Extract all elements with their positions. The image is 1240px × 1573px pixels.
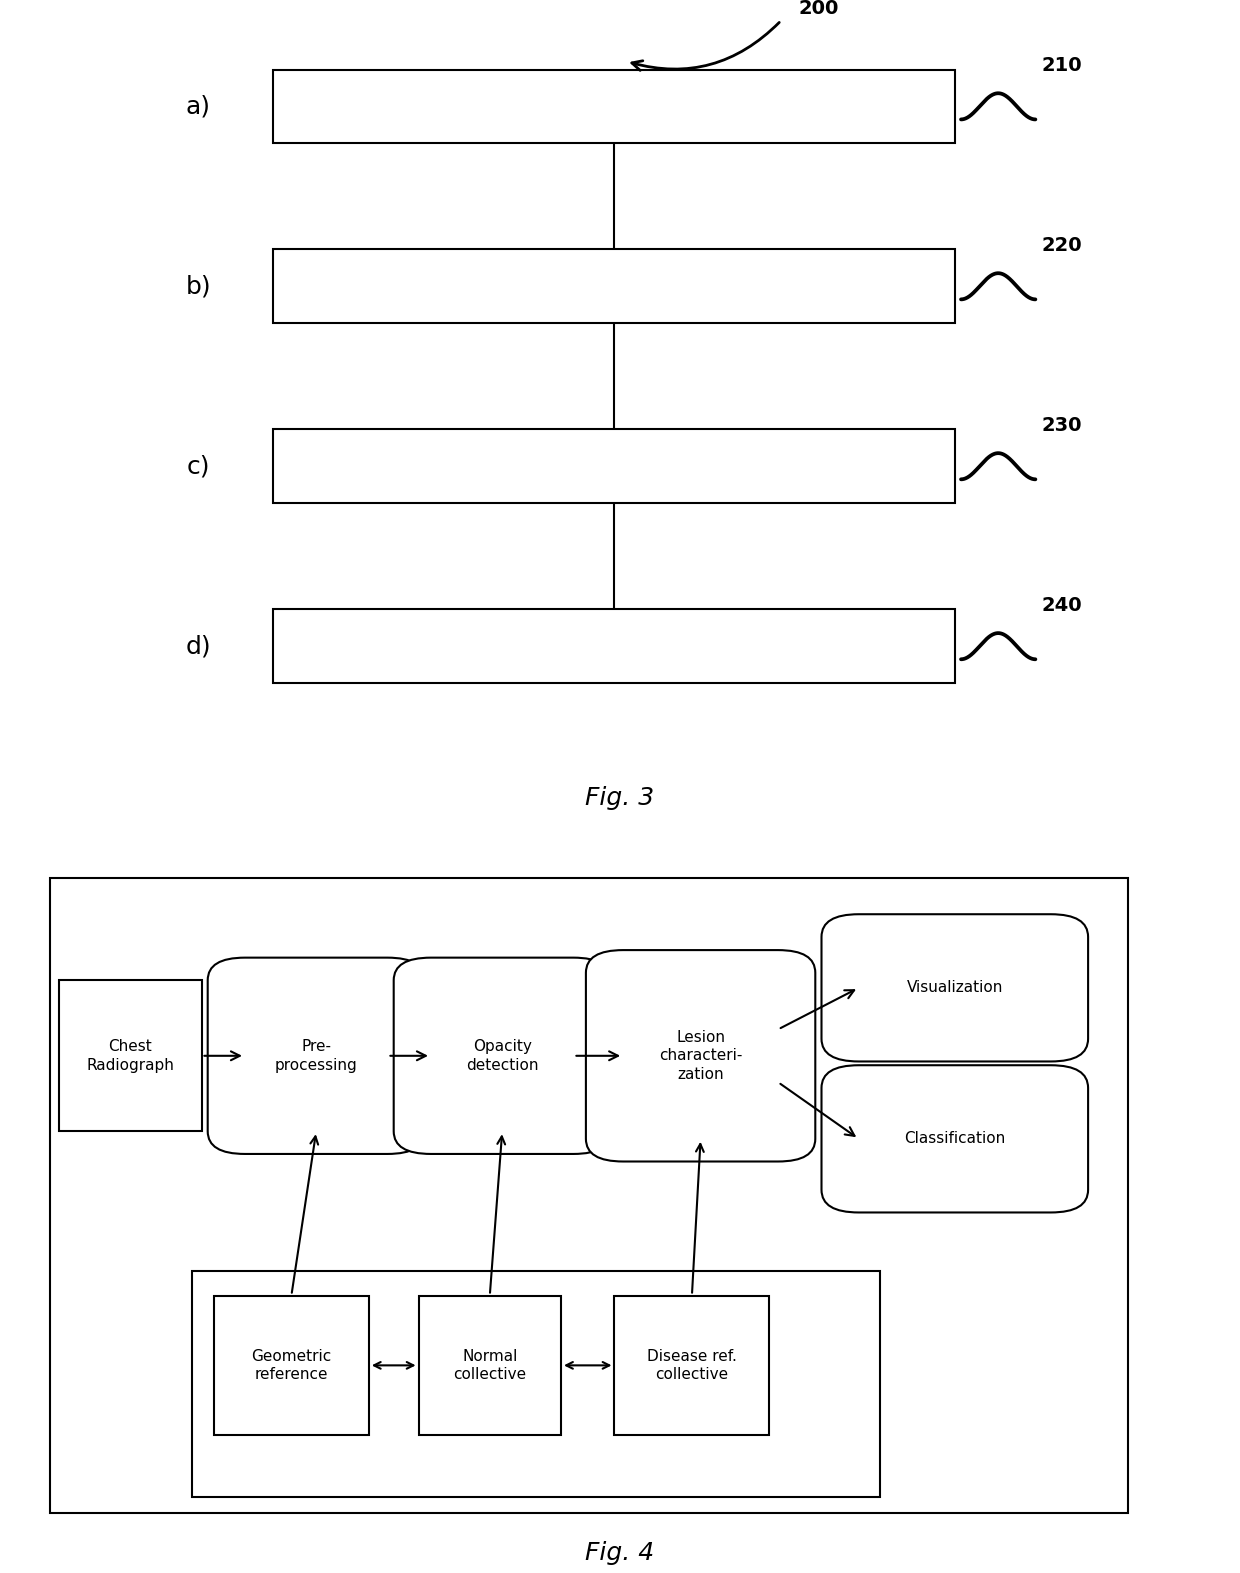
Text: Disease ref.
collective: Disease ref. collective <box>647 1348 737 1383</box>
FancyBboxPatch shape <box>821 1065 1089 1213</box>
Text: Chest
Radiograph: Chest Radiograph <box>87 1040 174 1073</box>
Text: Opacity
detection: Opacity detection <box>466 1040 538 1073</box>
Text: b): b) <box>186 274 211 299</box>
FancyBboxPatch shape <box>58 980 201 1131</box>
FancyBboxPatch shape <box>208 958 424 1155</box>
Text: a): a) <box>186 94 211 118</box>
FancyBboxPatch shape <box>394 958 611 1155</box>
Bar <box>192 1271 880 1497</box>
Text: 230: 230 <box>1042 415 1083 434</box>
Bar <box>50 878 1128 1513</box>
Text: 240: 240 <box>1042 596 1083 615</box>
Text: Normal
collective: Normal collective <box>454 1348 526 1383</box>
FancyBboxPatch shape <box>213 1296 370 1435</box>
Text: 220: 220 <box>1042 236 1083 255</box>
Text: Lesion
characteri-
zation: Lesion characteri- zation <box>658 1030 743 1082</box>
FancyBboxPatch shape <box>615 1296 769 1435</box>
Bar <box>273 69 955 143</box>
Text: Fig. 4: Fig. 4 <box>585 1542 655 1565</box>
FancyBboxPatch shape <box>419 1296 560 1435</box>
Text: Fig. 3: Fig. 3 <box>585 786 655 810</box>
FancyBboxPatch shape <box>585 950 816 1161</box>
Text: Visualization: Visualization <box>906 980 1003 996</box>
Bar <box>273 609 955 683</box>
Text: 210: 210 <box>1042 57 1083 76</box>
Bar <box>273 250 955 322</box>
Bar <box>273 429 955 503</box>
Text: Classification: Classification <box>904 1131 1006 1147</box>
Text: Geometric
reference: Geometric reference <box>252 1348 331 1383</box>
Text: d): d) <box>186 634 211 658</box>
FancyBboxPatch shape <box>821 914 1089 1062</box>
Text: c): c) <box>187 455 210 478</box>
Text: Pre-
processing: Pre- processing <box>275 1040 357 1073</box>
Text: 200: 200 <box>799 0 838 17</box>
